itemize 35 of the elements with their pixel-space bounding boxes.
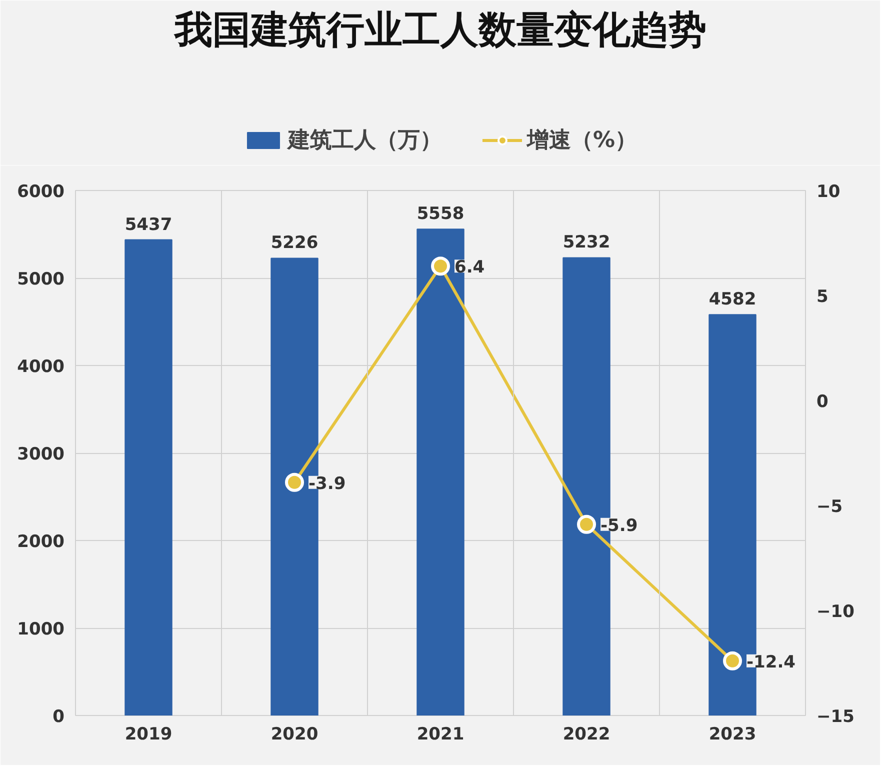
data-label: 5226 xyxy=(270,233,318,254)
y-tick-label: 2000 xyxy=(17,532,65,552)
x-tick-label: 2023 xyxy=(708,724,756,744)
data-label: 4582 xyxy=(708,290,756,310)
y-tick-label: 6000 xyxy=(17,182,65,202)
point xyxy=(577,514,596,534)
data-label: -5.9 xyxy=(600,516,638,536)
y2-tick-label: 5 xyxy=(816,287,828,307)
y-tick-label: 5000 xyxy=(17,270,65,290)
y-tick-label: 0 xyxy=(52,707,65,727)
legend-label: 建筑工人（万） xyxy=(288,127,442,155)
x-tick-label: 2021 xyxy=(416,724,464,744)
chart-title: 我国建筑行业工人数量变化趋势 xyxy=(174,8,706,52)
y-tick-label: 4000 xyxy=(17,357,65,377)
data-label: -12.4 xyxy=(746,652,796,672)
point xyxy=(723,651,742,670)
y2-tick-label: −5 xyxy=(816,497,843,517)
data-label: 6.4 xyxy=(454,258,485,278)
y2-tick-label: −15 xyxy=(816,707,854,727)
y2-tick-label: −10 xyxy=(816,602,855,622)
legend-label: 增速（%） xyxy=(526,127,638,155)
y-tick-label: 1000 xyxy=(17,620,65,640)
data-label: 5437 xyxy=(124,214,172,235)
y2-tick-label: 0 xyxy=(816,392,828,412)
data-label: 5232 xyxy=(562,232,610,253)
y-tick-label: 3000 xyxy=(17,444,65,464)
data-label: -3.9 xyxy=(308,474,346,494)
point xyxy=(285,472,304,492)
point xyxy=(431,256,450,276)
x-tick-label: 2019 xyxy=(124,724,172,744)
bar xyxy=(124,239,172,716)
y2-tick-label: 10 xyxy=(816,182,840,202)
x-tick-label: 2022 xyxy=(562,724,610,744)
data-label: 5558 xyxy=(416,204,464,224)
x-tick-label: 2020 xyxy=(270,724,318,744)
